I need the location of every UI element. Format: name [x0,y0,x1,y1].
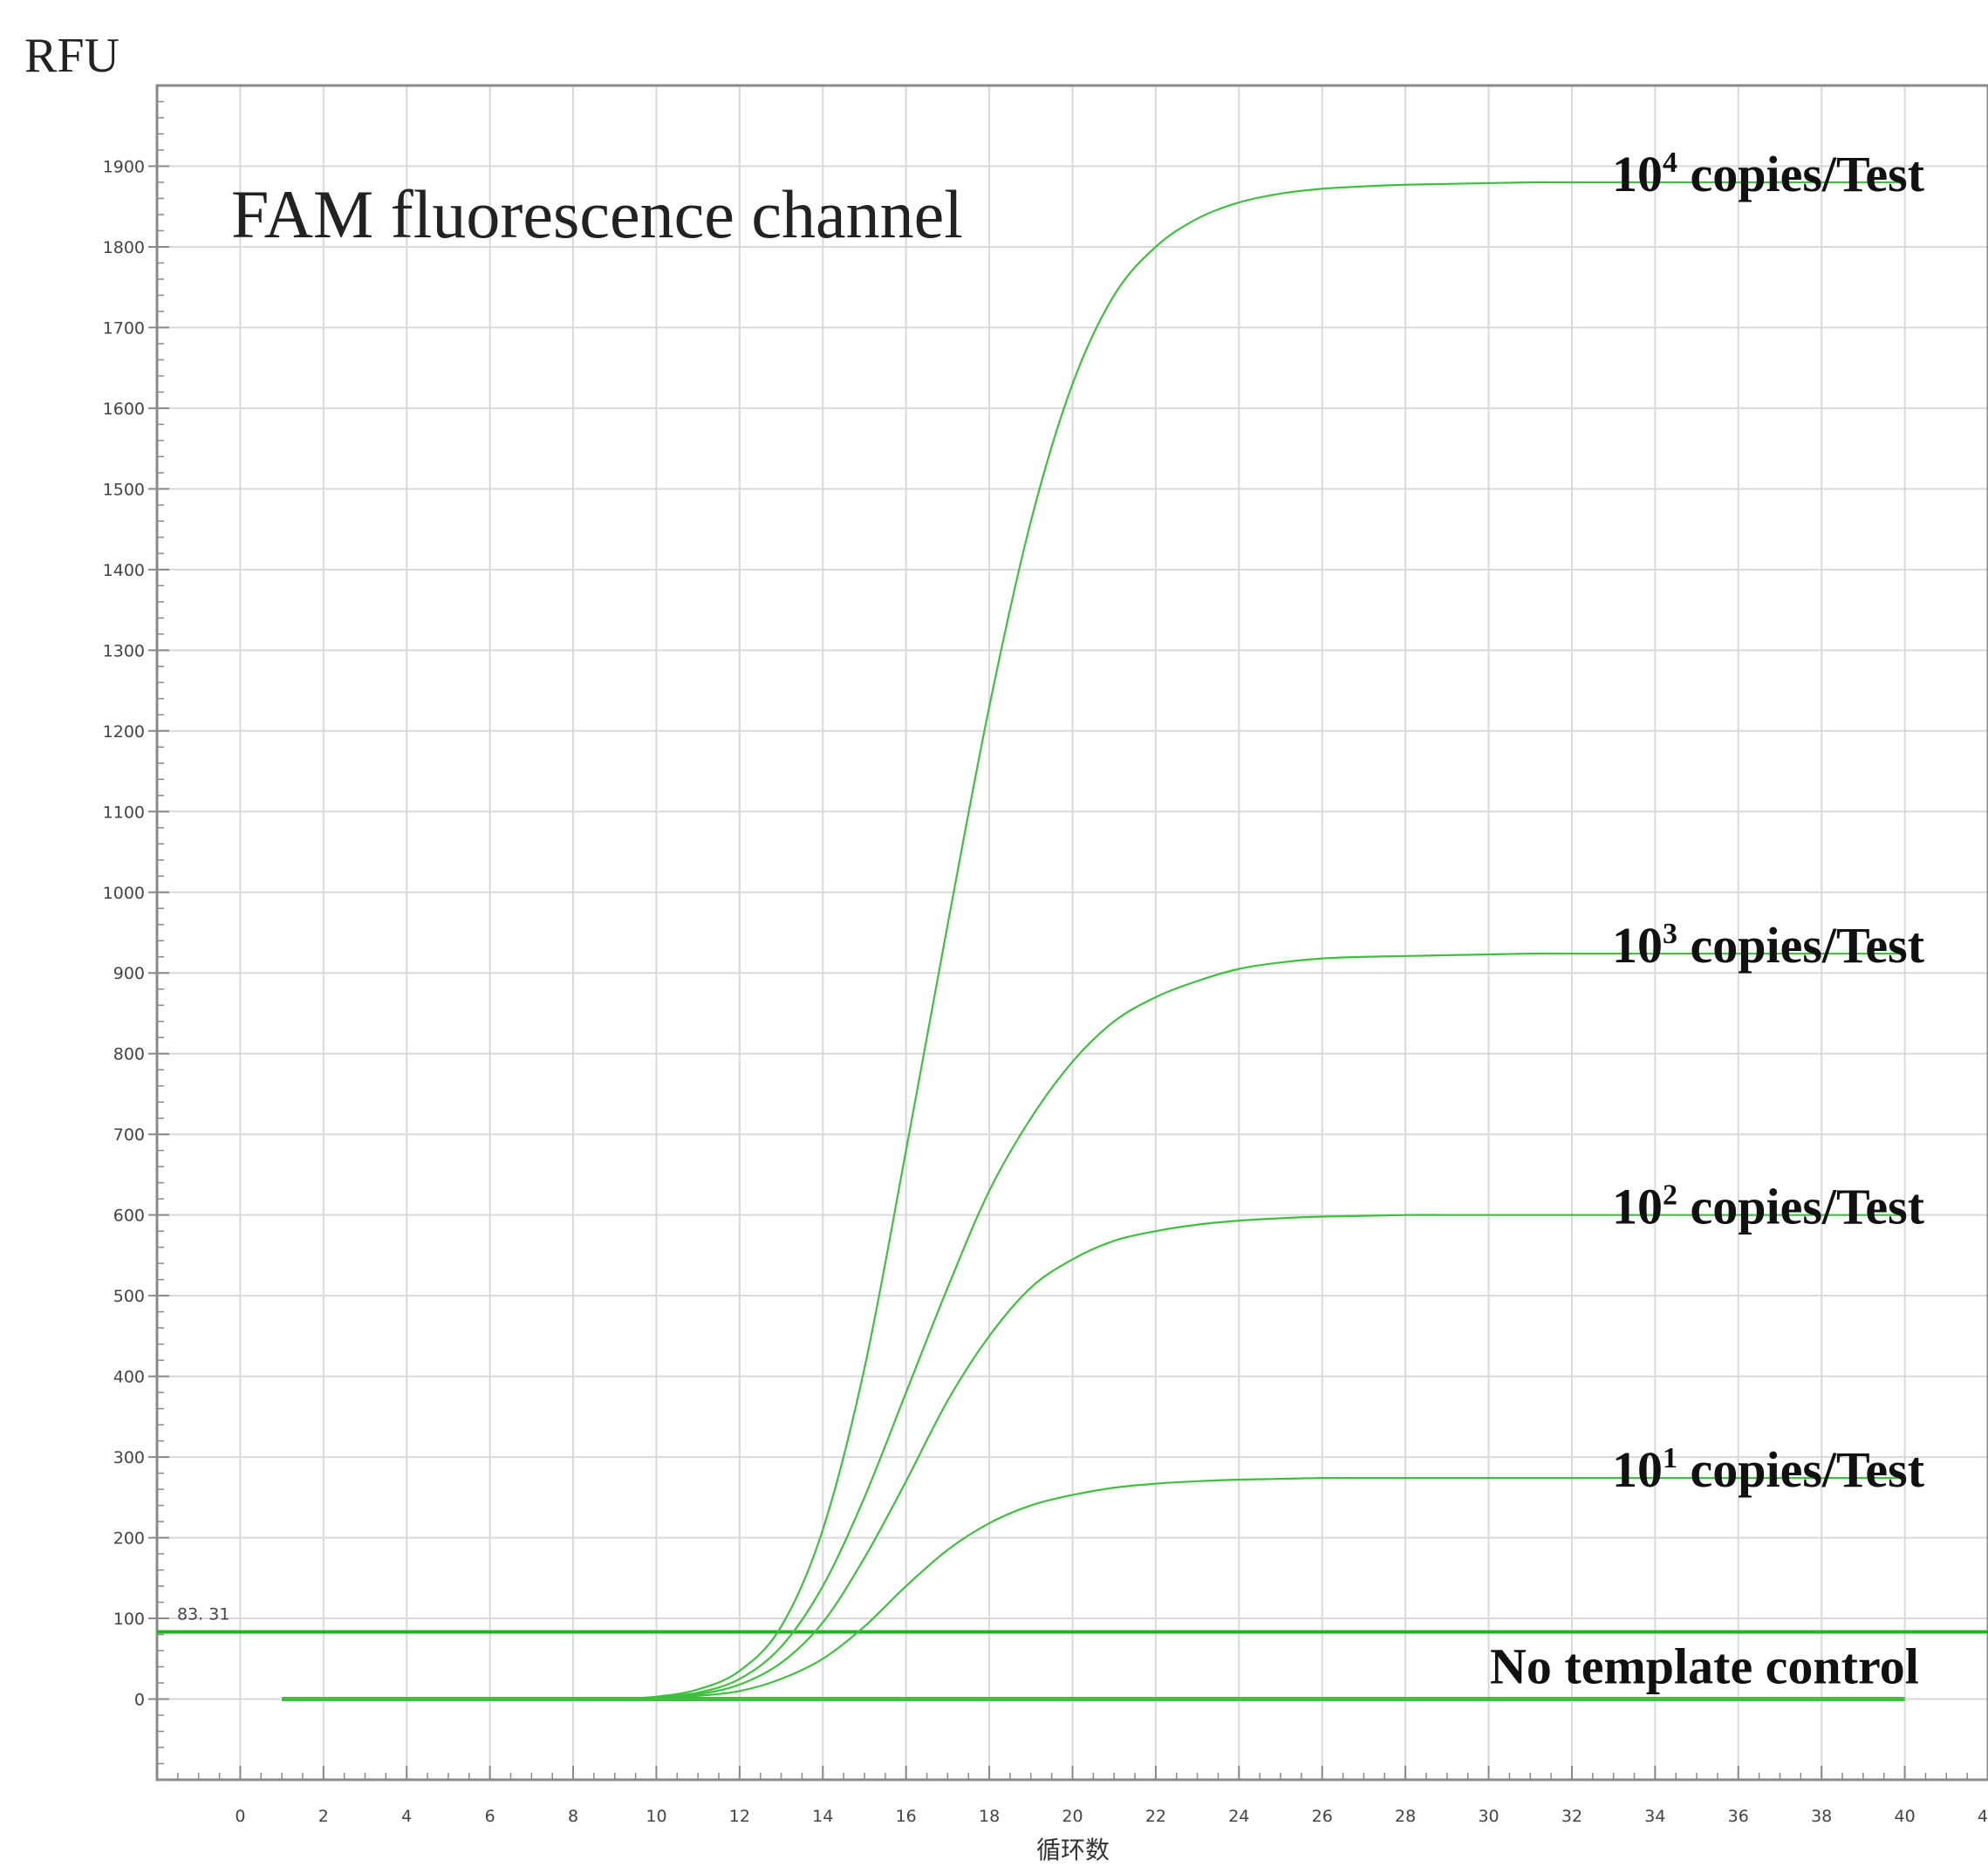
x-axis-label: 循环数 [1036,1836,1110,1864]
y-tick-label: 600 [113,1207,145,1226]
x-tick-label: 6 [485,1807,495,1826]
y-tick-label: 1100 [103,803,145,822]
series-labels: 104 copies/Test 103 copies/Test 102 copies… [1490,146,1925,1695]
x-tick-label: 0 [235,1807,245,1826]
y-tick-label: 800 [113,1045,145,1064]
series-label-1: 103 copies/Test [1612,917,1925,974]
y-tick-label: 0 [134,1691,145,1710]
y-tick-label: 200 [113,1529,145,1549]
x-tick-label: 18 [979,1807,1000,1826]
x-tick-label: 8 [568,1807,578,1826]
series-label-3: 101 copies/Test [1612,1441,1925,1498]
axes: 0100200300400500600700800900100011001200… [103,85,1988,1826]
x-tick-label: 10 [646,1807,666,1826]
x-tick-label: 38 [1811,1807,1832,1826]
x-tick-label: 22 [1145,1807,1166,1826]
chart-title: FAM fluorescence channel [231,176,963,252]
x-tick-label: 26 [1312,1807,1333,1826]
y-tick-label: 400 [113,1368,145,1387]
y-tick-label: 1600 [103,400,145,419]
x-tick-label: 2 [318,1807,329,1826]
x-tick-label: 24 [1228,1807,1249,1826]
y-tick-label: 1500 [103,480,145,499]
x-tick-label: 4 [401,1807,412,1826]
series-line-1 [282,952,1905,1700]
x-tick-label: 16 [896,1807,917,1826]
x-tick-label: 30 [1478,1807,1499,1826]
y-tick-label: 700 [113,1125,145,1145]
x-tick-label: 28 [1395,1807,1416,1826]
y-tick-label: 1200 [103,722,145,742]
y-tick-label: 1400 [103,561,145,580]
y-tick-label: 1900 [103,157,145,176]
x-tick-label: 36 [1728,1807,1749,1826]
y-tick-label: 500 [113,1287,145,1306]
series-label-0: 104 copies/Test [1612,146,1925,202]
x-tick-label: 14 [812,1807,833,1826]
y-tick-label: 1700 [103,318,145,338]
threshold: 83. 31 [157,1604,1988,1634]
x-tick-label: 32 [1561,1807,1582,1826]
x-tick-label: 34 [1644,1807,1665,1826]
y-tick-label: 1300 [103,641,145,660]
y-tick-label: 300 [113,1448,145,1467]
y-tick-label: 1000 [103,884,145,903]
threshold-label: 83. 31 [177,1604,229,1624]
y-tick-label: 100 [113,1610,145,1629]
y-axis-label: RFU [24,29,120,83]
x-tick-label: 42 [1978,1807,1988,1826]
y-tick-label: 1800 [103,238,145,257]
x-tick-label: 20 [1062,1807,1083,1826]
series-lines [282,181,1905,1702]
x-tick-label: 40 [1894,1807,1915,1826]
y-tick-label: 900 [113,964,145,983]
series-label-2: 102 copies/Test [1612,1179,1925,1235]
x-tick-label: 12 [729,1807,750,1826]
grid-lines [157,85,1988,1780]
series-label-4: No template control [1490,1638,1919,1695]
